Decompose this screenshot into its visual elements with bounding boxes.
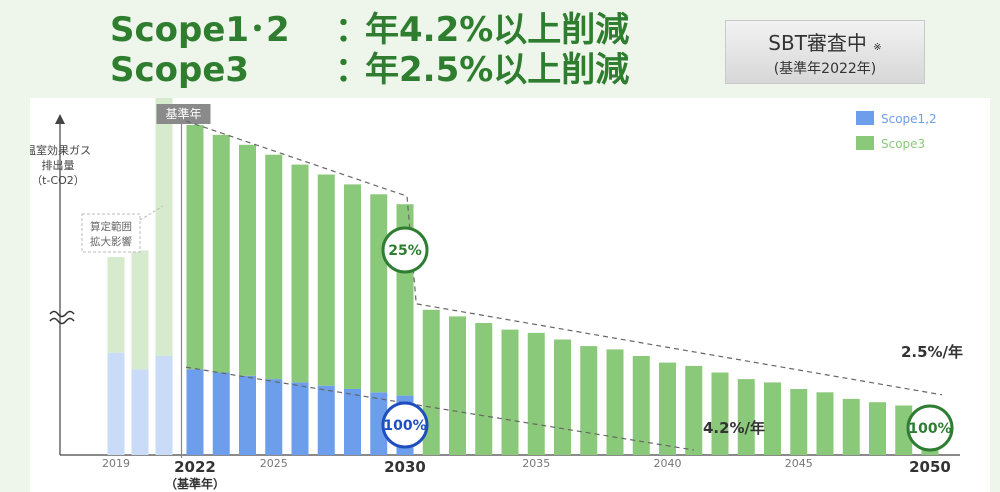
bar-scope12-2020 — [131, 369, 149, 455]
y-axis-label: 温室効果ガス — [30, 143, 91, 157]
scope-change-note-label: 算定範囲 — [90, 220, 132, 233]
bar-scope12-2028 — [344, 389, 361, 455]
bar-scope12-2026 — [291, 382, 309, 455]
bar-scope12-2022 — [186, 369, 204, 455]
x-tick-sublabel-2022: （基準年） — [165, 476, 225, 491]
trend-label-scope12: 4.2%/年 — [703, 419, 765, 437]
bar-scope3-2029 — [370, 194, 388, 393]
sbt-title: SBT審査中 — [768, 31, 867, 55]
bar-scope3-2040 — [659, 362, 676, 455]
y-axis-label: 排出量 — [42, 158, 75, 172]
bar-scope3-2026 — [291, 164, 309, 383]
bar-scope3-2038 — [606, 349, 624, 455]
headline-scope3-name: Scope3 — [110, 50, 250, 90]
x-tick-label-2050: 2050 — [909, 458, 951, 476]
x-tick-label-2019: 2019 — [102, 457, 130, 470]
legend-label-1: Scope3 — [881, 137, 925, 151]
bar-scope3-2044 — [764, 382, 781, 455]
legend-label-0: Scope1,2 — [881, 112, 937, 126]
milestone-scope12-2030-circle — [381, 401, 429, 449]
scope-change-note-box — [81, 213, 141, 253]
x-tick-label-2040: 2040 — [654, 457, 682, 470]
base-year-tag-label: 基準年 — [165, 106, 201, 121]
milestone-scope3-2050-label: 100% — [908, 421, 951, 437]
bar-scope12-2021 — [155, 356, 173, 455]
bar-scope3-2043 — [737, 379, 755, 455]
headline-scope12: Scope1･2 ：年4.2%以上削減 — [110, 10, 670, 50]
y-axis-arrow — [55, 114, 65, 124]
headline-scope12-target: 年4.2%以上削減 — [365, 10, 630, 50]
chart-panel: 温室効果ガス 排出量 （t-CO2） 基準年算定範囲拡大影響 2.5%/年 4.2%/年 2… — [30, 98, 990, 492]
legend-swatch-0 — [856, 111, 874, 125]
headline-colon: ： — [335, 10, 369, 50]
sbt-status-box: SBT審査中 ※ (基準年2022年) — [725, 20, 925, 84]
milestone-scope12-2030-label: 100% — [383, 418, 426, 434]
bar-scope3-2032 — [449, 316, 466, 455]
bar-scope12-2023 — [212, 372, 230, 455]
milestone-scope3-2050-circle — [906, 404, 954, 452]
bar-scope3-2042 — [711, 372, 729, 455]
bar-scope3-2021 — [155, 98, 173, 357]
axis-break-mark — [49, 317, 75, 325]
x-tick-label-2022: 2022 — [174, 458, 216, 476]
bar-scope3-2049 — [895, 405, 913, 455]
scope-change-connector — [139, 205, 164, 221]
x-tick-label-2035: 2035 — [522, 457, 550, 470]
bar-scope3-2024 — [239, 144, 256, 376]
headline-scope3-target: 年2.5%以上削減 — [365, 50, 630, 90]
sbt-note-mark: ※ — [873, 42, 882, 53]
bar-scope3-2037 — [580, 346, 598, 455]
milestone-scope3-2030-label: 25% — [388, 243, 422, 259]
bar-scope3-2036 — [554, 339, 571, 455]
bar-scope12-2019 — [107, 352, 125, 455]
bar-scope3-2020 — [131, 250, 149, 370]
bar-scope3-2033 — [475, 323, 493, 455]
x-tick-label-2045: 2045 — [785, 457, 813, 470]
y-axis-label: （t-CO2） — [31, 174, 85, 187]
bar-scope12-2027 — [317, 385, 335, 455]
x-tick-label-2030: 2030 — [384, 458, 426, 476]
bar-scope3-2028 — [344, 184, 361, 389]
bar-scope3-2047 — [842, 398, 860, 455]
bar-scope3-2035 — [527, 332, 545, 455]
trend-label-scope3: 2.5%/年 — [901, 343, 963, 361]
bar-scope12-2024 — [239, 375, 256, 455]
bar-scope3-2048 — [869, 402, 886, 455]
bar-scope3-2046 — [816, 392, 834, 455]
axis-break-mark — [49, 310, 75, 318]
bar-scope3-2039 — [632, 356, 650, 455]
headline-scope3: Scope3 ：年2.5%以上削減 — [110, 50, 670, 90]
milestone-scope3-2030-circle — [381, 226, 429, 274]
scope12-trend-line — [185, 366, 694, 451]
sbt-subtitle: (基準年2022年) — [773, 61, 877, 77]
bar-scope3-2023 — [212, 134, 230, 373]
bar-scope3-2041 — [685, 365, 703, 455]
bar-scope3-2025 — [265, 154, 283, 380]
bar-scope3-2027 — [317, 174, 335, 386]
scope-change-note-label: 拡大影響 — [90, 235, 132, 248]
base-year-tag — [156, 104, 211, 124]
bar-scope12-2025 — [265, 379, 283, 455]
bar-scope3-2034 — [501, 329, 519, 455]
bar-scope3-2022 — [186, 125, 204, 370]
x-tick-label-2025: 2025 — [260, 457, 288, 470]
bar-scope3-2019 — [107, 257, 125, 353]
bar-scope3-2045 — [790, 389, 808, 455]
headline-scope12-name: Scope1･2 — [110, 10, 290, 50]
legend-swatch-1 — [856, 136, 874, 150]
headline-colon: ： — [335, 50, 369, 90]
bar-scope12-2029 — [370, 392, 388, 455]
